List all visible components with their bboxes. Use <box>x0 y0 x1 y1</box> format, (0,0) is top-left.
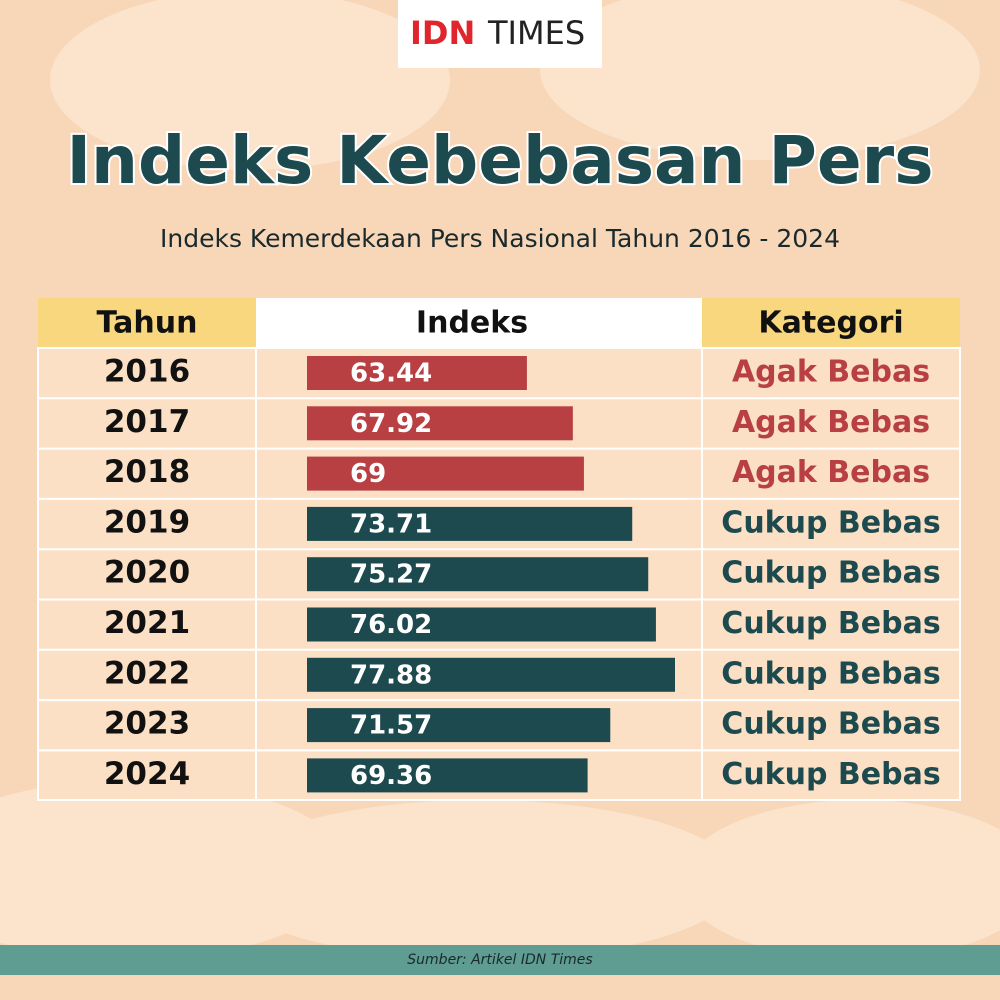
year-label: 2019 <box>104 504 190 540</box>
value-label: 77.88 <box>350 660 432 690</box>
year-label: 2020 <box>104 555 190 591</box>
bar <box>307 456 584 491</box>
header-cell <box>256 298 702 348</box>
kategori-label: Cukup Bebas <box>721 505 940 540</box>
logo-name: TIMES <box>487 14 585 52</box>
bar <box>307 758 588 793</box>
bar <box>307 607 656 642</box>
source: Sumber: Artikel IDN Times <box>407 952 592 968</box>
value-label: 73.71 <box>350 509 432 539</box>
column-header: Kategori <box>758 306 903 341</box>
chart-subtitle: Indeks Kemerdekaan Pers Nasional Tahun 2… <box>160 224 840 253</box>
value-label: 71.57 <box>350 711 432 741</box>
bar <box>307 406 573 441</box>
year-label: 2017 <box>104 404 190 440</box>
year-label: 2018 <box>104 454 190 490</box>
year-label: 2024 <box>104 756 190 792</box>
kategori-label: Cukup Bebas <box>721 707 940 742</box>
year-label: 2016 <box>104 354 190 390</box>
column-header: Indeks <box>416 306 528 341</box>
kategori-label: Agak Bebas <box>732 405 930 440</box>
logo-brand: IDN <box>410 14 475 52</box>
bar <box>307 356 527 390</box>
column-header: Tahun <box>97 306 198 341</box>
kategori-label: Cukup Bebas <box>721 606 940 641</box>
year-label: 2022 <box>104 655 190 691</box>
value-label: 63.44 <box>350 359 432 389</box>
bar <box>307 657 675 692</box>
chart-title: Indeks Kebebasan Pers <box>67 122 934 199</box>
value-label: 69 <box>350 459 386 489</box>
year-label: 2023 <box>104 706 190 742</box>
kategori-label: Cukup Bebas <box>721 556 940 591</box>
kategori-label: Cukup Bebas <box>721 757 940 792</box>
value-label: 76.02 <box>350 610 432 640</box>
clouds <box>0 0 1000 960</box>
kategori-label: Agak Bebas <box>732 355 930 390</box>
bar <box>307 708 611 743</box>
bar <box>307 557 649 592</box>
year-label: 2021 <box>104 605 190 641</box>
kategori-label: Cukup Bebas <box>721 656 940 691</box>
header-cell <box>38 298 256 348</box>
logo-box <box>398 0 602 68</box>
kategori-label: Agak Bebas <box>732 455 930 490</box>
footer-band <box>0 945 1000 975</box>
value-label: 67.92 <box>350 409 432 439</box>
value-label: 69.36 <box>350 761 432 791</box>
header-cell <box>702 298 960 348</box>
value-label: 75.27 <box>350 560 432 590</box>
bar <box>307 506 633 541</box>
